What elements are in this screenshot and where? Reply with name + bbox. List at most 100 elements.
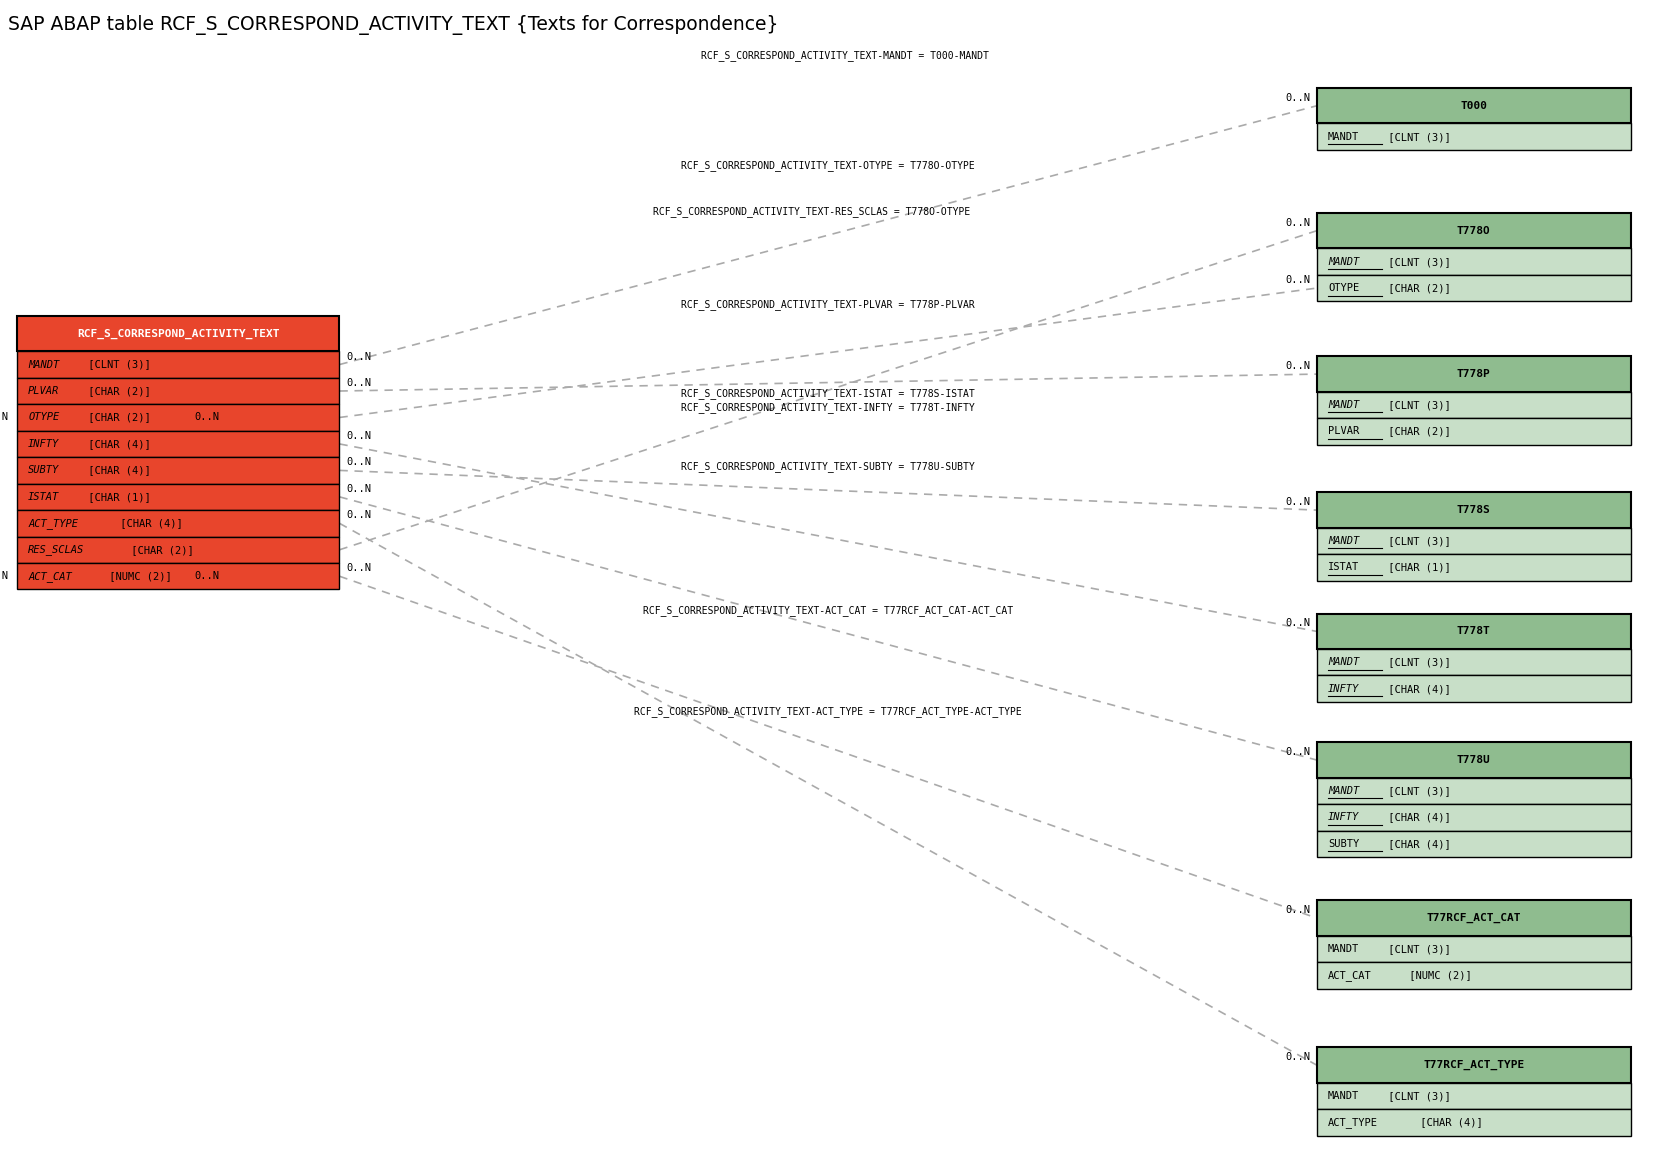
Text: INFTY: INFTY (28, 439, 60, 449)
FancyBboxPatch shape (1316, 777, 1630, 804)
Text: 0..N: 0..N (346, 457, 371, 468)
FancyBboxPatch shape (17, 457, 339, 483)
Text: PLVAR: PLVAR (28, 386, 60, 396)
Text: 0..N: 0..N (346, 510, 371, 520)
FancyBboxPatch shape (1316, 493, 1630, 528)
Text: RES_SCLAS: RES_SCLAS (28, 544, 84, 555)
Text: [CLNT (3)]: [CLNT (3)] (1380, 1091, 1450, 1101)
Text: [CHAR (4)]: [CHAR (4)] (1380, 838, 1450, 849)
FancyBboxPatch shape (1316, 1083, 1630, 1109)
Text: 0..N: 0..N (1284, 906, 1309, 915)
Text: [CHAR (4)]: [CHAR (4)] (114, 519, 184, 528)
Text: T77RCF_ACT_TYPE: T77RCF_ACT_TYPE (1422, 1060, 1524, 1070)
Text: MANDT: MANDT (1327, 536, 1359, 546)
FancyBboxPatch shape (17, 430, 339, 457)
FancyBboxPatch shape (1316, 123, 1630, 151)
Text: RCF_S_CORRESPOND_ACTIVITY_TEXT-ISTAT = T778S-ISTAT: RCF_S_CORRESPOND_ACTIVITY_TEXT-ISTAT = T… (680, 388, 975, 399)
Text: INFTY: INFTY (1327, 683, 1359, 694)
FancyBboxPatch shape (17, 377, 339, 405)
Text: [CHAR (1)]: [CHAR (1)] (83, 492, 151, 502)
Text: 0..N: 0..N (346, 352, 371, 362)
Text: T778U: T778U (1456, 755, 1490, 766)
FancyBboxPatch shape (1316, 1048, 1630, 1083)
Text: MANDT: MANDT (1327, 657, 1359, 667)
FancyBboxPatch shape (1316, 649, 1630, 675)
FancyBboxPatch shape (1316, 248, 1630, 275)
FancyBboxPatch shape (1316, 356, 1630, 392)
Text: RCF_S_CORRESPOND_ACTIVITY_TEXT-RES_SCLAS = T778O-OTYPE: RCF_S_CORRESPOND_ACTIVITY_TEXT-RES_SCLAS… (652, 206, 970, 218)
FancyBboxPatch shape (1316, 936, 1630, 962)
Text: MANDT: MANDT (1327, 1091, 1359, 1101)
Text: 0..N: 0..N (1284, 275, 1309, 286)
Text: MANDT: MANDT (1327, 132, 1359, 142)
FancyBboxPatch shape (17, 563, 339, 589)
Text: SAP ABAP table RCF_S_CORRESPOND_ACTIVITY_TEXT {Texts for Correspondence}: SAP ABAP table RCF_S_CORRESPOND_ACTIVITY… (8, 14, 778, 35)
Text: MANDT: MANDT (1327, 256, 1359, 267)
Text: [CLNT (3)]: [CLNT (3)] (1380, 657, 1450, 667)
Text: T778T: T778T (1456, 627, 1490, 636)
Text: [CLNT (3)]: [CLNT (3)] (83, 360, 151, 369)
Text: 0..N: 0..N (1284, 619, 1309, 628)
Text: [CHAR (4)]: [CHAR (4)] (1380, 683, 1450, 694)
Text: MANDT: MANDT (28, 360, 60, 369)
FancyBboxPatch shape (17, 352, 339, 377)
Text: 0..N: 0..N (0, 572, 8, 581)
Text: ACT_TYPE: ACT_TYPE (1327, 1117, 1377, 1128)
Text: ACT_CAT: ACT_CAT (1327, 970, 1370, 981)
Text: ACT_TYPE: ACT_TYPE (28, 517, 78, 529)
Text: INFTY: INFTY (1327, 813, 1359, 822)
Text: OTYPE: OTYPE (1327, 283, 1359, 293)
Text: MANDT: MANDT (1327, 400, 1359, 410)
Text: RCF_S_CORRESPOND_ACTIVITY_TEXT-SUBTY = T778U-SUBTY: RCF_S_CORRESPOND_ACTIVITY_TEXT-SUBTY = T… (680, 461, 975, 473)
FancyBboxPatch shape (17, 483, 339, 510)
Text: [CHAR (2)]: [CHAR (2)] (1380, 427, 1450, 436)
Text: T000: T000 (1460, 101, 1486, 111)
Text: RCF_S_CORRESPOND_ACTIVITY_TEXT-MANDT = T000-MANDT: RCF_S_CORRESPOND_ACTIVITY_TEXT-MANDT = T… (700, 49, 988, 61)
Text: [CHAR (2)]: [CHAR (2)] (83, 413, 151, 422)
Text: 0..N: 0..N (1284, 218, 1309, 228)
Text: [CHAR (2)]: [CHAR (2)] (83, 386, 151, 396)
FancyBboxPatch shape (1316, 1109, 1630, 1136)
Text: [CLNT (3)]: [CLNT (3)] (1380, 944, 1450, 954)
Text: 0..N: 0..N (346, 483, 371, 494)
FancyBboxPatch shape (1316, 675, 1630, 702)
Text: [NUMC (2)]: [NUMC (2)] (1403, 970, 1471, 981)
FancyBboxPatch shape (1316, 419, 1630, 445)
Text: [CHAR (4)]: [CHAR (4)] (83, 466, 151, 475)
Text: 0..N: 0..N (346, 377, 371, 388)
Text: T778O: T778O (1456, 226, 1490, 236)
FancyBboxPatch shape (1316, 88, 1630, 123)
FancyBboxPatch shape (1316, 901, 1630, 936)
Text: RCF_S_CORRESPOND_ACTIVITY_TEXT-ACT_CAT = T77RCF_ACT_CAT-ACT_CAT: RCF_S_CORRESPOND_ACTIVITY_TEXT-ACT_CAT =… (642, 604, 1013, 615)
FancyBboxPatch shape (1316, 275, 1630, 301)
FancyBboxPatch shape (1316, 804, 1630, 830)
FancyBboxPatch shape (17, 510, 339, 536)
Text: SUBTY: SUBTY (28, 466, 60, 475)
Text: [CHAR (4)]: [CHAR (4)] (1380, 813, 1450, 822)
Text: [CHAR (4)]: [CHAR (4)] (1413, 1117, 1483, 1128)
Text: T778S: T778S (1456, 505, 1490, 515)
Text: 0..N: 0..N (1284, 497, 1309, 507)
Text: 0..N: 0..N (1284, 747, 1309, 757)
FancyBboxPatch shape (1316, 830, 1630, 857)
Text: MANDT: MANDT (1327, 944, 1359, 954)
FancyBboxPatch shape (1316, 962, 1630, 989)
Text: PLVAR: PLVAR (1327, 427, 1359, 436)
FancyBboxPatch shape (1316, 554, 1630, 581)
Text: RCF_S_CORRESPOND_ACTIVITY_TEXT-ACT_TYPE = T77RCF_ACT_TYPE-ACT_TYPE: RCF_S_CORRESPOND_ACTIVITY_TEXT-ACT_TYPE … (634, 706, 1021, 717)
Text: [CLNT (3)]: [CLNT (3)] (1380, 536, 1450, 546)
Text: ACT_CAT: ACT_CAT (28, 570, 71, 582)
Text: T778P: T778P (1456, 369, 1490, 379)
Text: 0..N: 0..N (194, 413, 218, 422)
Text: ISTAT: ISTAT (28, 492, 60, 502)
FancyBboxPatch shape (17, 316, 339, 352)
Text: 0..N: 0..N (1284, 93, 1309, 103)
Text: [CLNT (3)]: [CLNT (3)] (1380, 256, 1450, 267)
FancyBboxPatch shape (17, 405, 339, 430)
Text: [CHAR (1)]: [CHAR (1)] (1380, 562, 1450, 573)
Text: 0..N: 0..N (346, 563, 371, 574)
Text: RCF_S_CORRESPOND_ACTIVITY_TEXT-OTYPE = T778O-OTYPE: RCF_S_CORRESPOND_ACTIVITY_TEXT-OTYPE = T… (680, 160, 975, 171)
FancyBboxPatch shape (1316, 528, 1630, 554)
FancyBboxPatch shape (1316, 392, 1630, 419)
Text: T77RCF_ACT_CAT: T77RCF_ACT_CAT (1425, 913, 1521, 923)
